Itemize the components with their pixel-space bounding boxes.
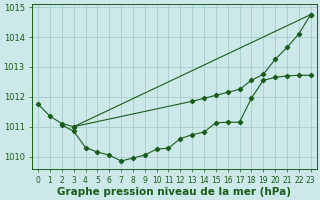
X-axis label: Graphe pression niveau de la mer (hPa): Graphe pression niveau de la mer (hPa) (57, 187, 292, 197)
